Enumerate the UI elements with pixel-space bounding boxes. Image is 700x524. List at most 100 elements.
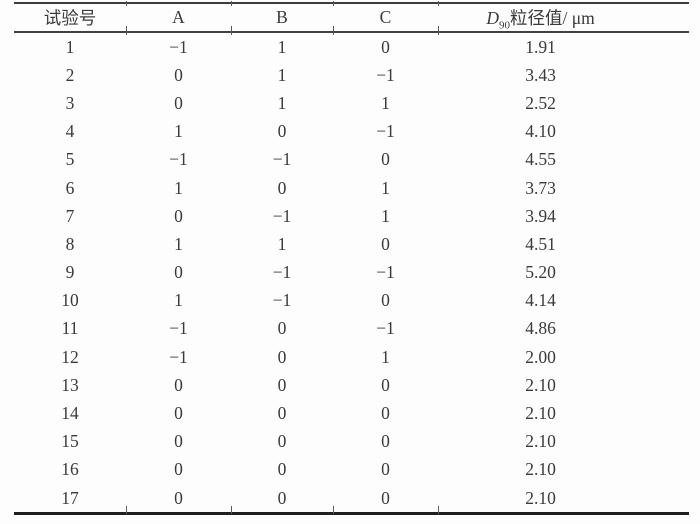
table-cell: 0 — [381, 149, 390, 170]
table-row: 16 0 0 0 2.10 — [14, 456, 689, 484]
column-separator-tick — [438, 1, 439, 6]
table-cell: 1 — [174, 290, 183, 311]
table-cell: 14 — [61, 403, 79, 424]
header-row: 试验号 A B C D90粒径值/ μm — [14, 3, 689, 33]
table-cell: 10 — [61, 290, 79, 311]
table-cell: 0 — [381, 36, 390, 57]
table-cell: 0 — [174, 431, 183, 452]
table-cell: 1 — [381, 177, 390, 198]
table-cell: 7 — [65, 205, 75, 226]
table-cell: −1 — [376, 318, 395, 339]
column-separator-tick — [126, 1, 127, 6]
table-cell: 1 — [381, 92, 390, 113]
table-cell: 17 — [61, 487, 79, 508]
table-cell: 2.10 — [525, 487, 556, 508]
table-cell: 3.94 — [525, 205, 556, 226]
table-cell: −1 — [376, 262, 395, 283]
table-row: 7 0 −1 1 3.94 — [14, 202, 689, 230]
column-header: A — [126, 3, 231, 33]
table-cell: 1.91 — [525, 36, 556, 57]
table-row: 13 0 0 0 2.10 — [14, 371, 689, 399]
table-cell: 0 — [381, 403, 390, 424]
table-cell: 4.10 — [525, 121, 556, 142]
table-cell: 0 — [174, 92, 183, 113]
table-cell: 0 — [277, 431, 287, 452]
table-row: 2 0 1 −1 3.43 — [14, 61, 689, 89]
table-cell: 16 — [61, 459, 79, 480]
table-cell: 12 — [61, 346, 79, 367]
table-cell: −1 — [272, 290, 292, 311]
table-cell: 2.52 — [525, 92, 556, 113]
table-row: 4 1 0 −1 4.10 — [14, 118, 689, 146]
table-cell: 2.10 — [525, 374, 556, 395]
table-body: 1 −1 1 0 1.91 2 0 1 −1 3.43 3 0 1 1 2.52 4 1 0 −1 4.10 5 −1 −1… — [14, 32, 689, 514]
table-cell: −1 — [272, 262, 292, 283]
table-cell: −1 — [376, 121, 395, 142]
table-row: 3 0 1 1 2.52 — [14, 89, 689, 117]
table-cell: 0 — [174, 64, 183, 85]
table-cell: 0 — [174, 459, 183, 480]
table-cell: 2.00 — [525, 346, 556, 367]
table-cell: 0 — [381, 459, 390, 480]
table-row: 5 −1 −1 0 4.55 — [14, 146, 689, 174]
table-cell: 8 — [65, 233, 75, 254]
table-cell: 0 — [381, 233, 390, 254]
table-row: 15 0 0 0 2.10 — [14, 428, 689, 456]
table-cell: −1 — [272, 205, 292, 226]
column-separator-tick — [231, 506, 232, 515]
column-separator-tick — [126, 506, 127, 515]
table-cell: 1 — [381, 205, 390, 226]
table-cell: 0 — [174, 374, 183, 395]
column-header: C — [333, 3, 438, 33]
table-cell: 15 — [61, 431, 79, 452]
table-cell: 1 — [65, 36, 75, 57]
table-row: 11 −1 0 −1 4.86 — [14, 315, 689, 343]
table-cell: 3.73 — [525, 177, 556, 198]
table-row: 9 0 −1 −1 5.20 — [14, 259, 689, 287]
table-row: 1 −1 1 0 1.91 — [14, 32, 689, 61]
table-cell: 11 — [61, 318, 79, 339]
table-cell: 4.86 — [525, 318, 556, 339]
table-cell: 3.43 — [525, 64, 556, 85]
table-cell: −1 — [376, 64, 395, 85]
table-cell: −1 — [169, 36, 188, 57]
column-separator-tick — [333, 1, 334, 6]
table-cell: 4 — [65, 121, 75, 142]
table-row: 17 0 0 0 2.10 — [14, 484, 689, 514]
table-cell: 0 — [277, 459, 287, 480]
table-row: 12 −1 0 1 2.00 — [14, 343, 689, 371]
table-cell: 4.55 — [525, 149, 556, 170]
d-symbol: D — [486, 8, 499, 28]
table-cell: 5 — [65, 149, 75, 170]
table-cell: 1 — [277, 92, 287, 113]
table-cell: 0 — [381, 374, 390, 395]
table-cell: 1 — [277, 36, 287, 57]
table-cell: 1 — [277, 64, 287, 85]
table-cell: 2.10 — [525, 459, 556, 480]
column-separator-tick — [126, 26, 127, 35]
table-cell: −1 — [272, 149, 292, 170]
table-cell: 2.10 — [525, 431, 556, 452]
column-separator-tick — [231, 26, 232, 35]
table-cell: 0 — [174, 262, 183, 283]
table-cell: 5.20 — [525, 262, 556, 283]
experiment-design-table: 试验号 A B C D90粒径值/ μm 1 −1 1 0 1.91 2 0 1 −1 3.43 3 0 1 1 2… — [14, 1, 689, 516]
table-cell: 13 — [61, 374, 79, 395]
table-cell: 0 — [174, 403, 183, 424]
table-cell: 9 — [65, 262, 75, 283]
table-cell: 1 — [381, 346, 390, 367]
table-cell: 0 — [277, 121, 287, 142]
table-row: 14 0 0 0 2.10 — [14, 399, 689, 427]
table-cell: 0 — [381, 431, 390, 452]
table-row: 8 1 1 0 4.51 — [14, 230, 689, 258]
table-cell: 0 — [277, 403, 287, 424]
table-cell: 4.51 — [525, 233, 556, 254]
column-separator-tick — [231, 1, 232, 6]
table-cell: 2.10 — [525, 403, 556, 424]
table-cell: 0 — [381, 487, 390, 508]
table-head: 试验号 A B C D90粒径值/ μm — [14, 3, 689, 33]
table-cell: 2 — [65, 64, 75, 85]
column-separator-tick — [438, 26, 439, 35]
table-row: 10 1 −1 0 4.14 — [14, 287, 689, 315]
